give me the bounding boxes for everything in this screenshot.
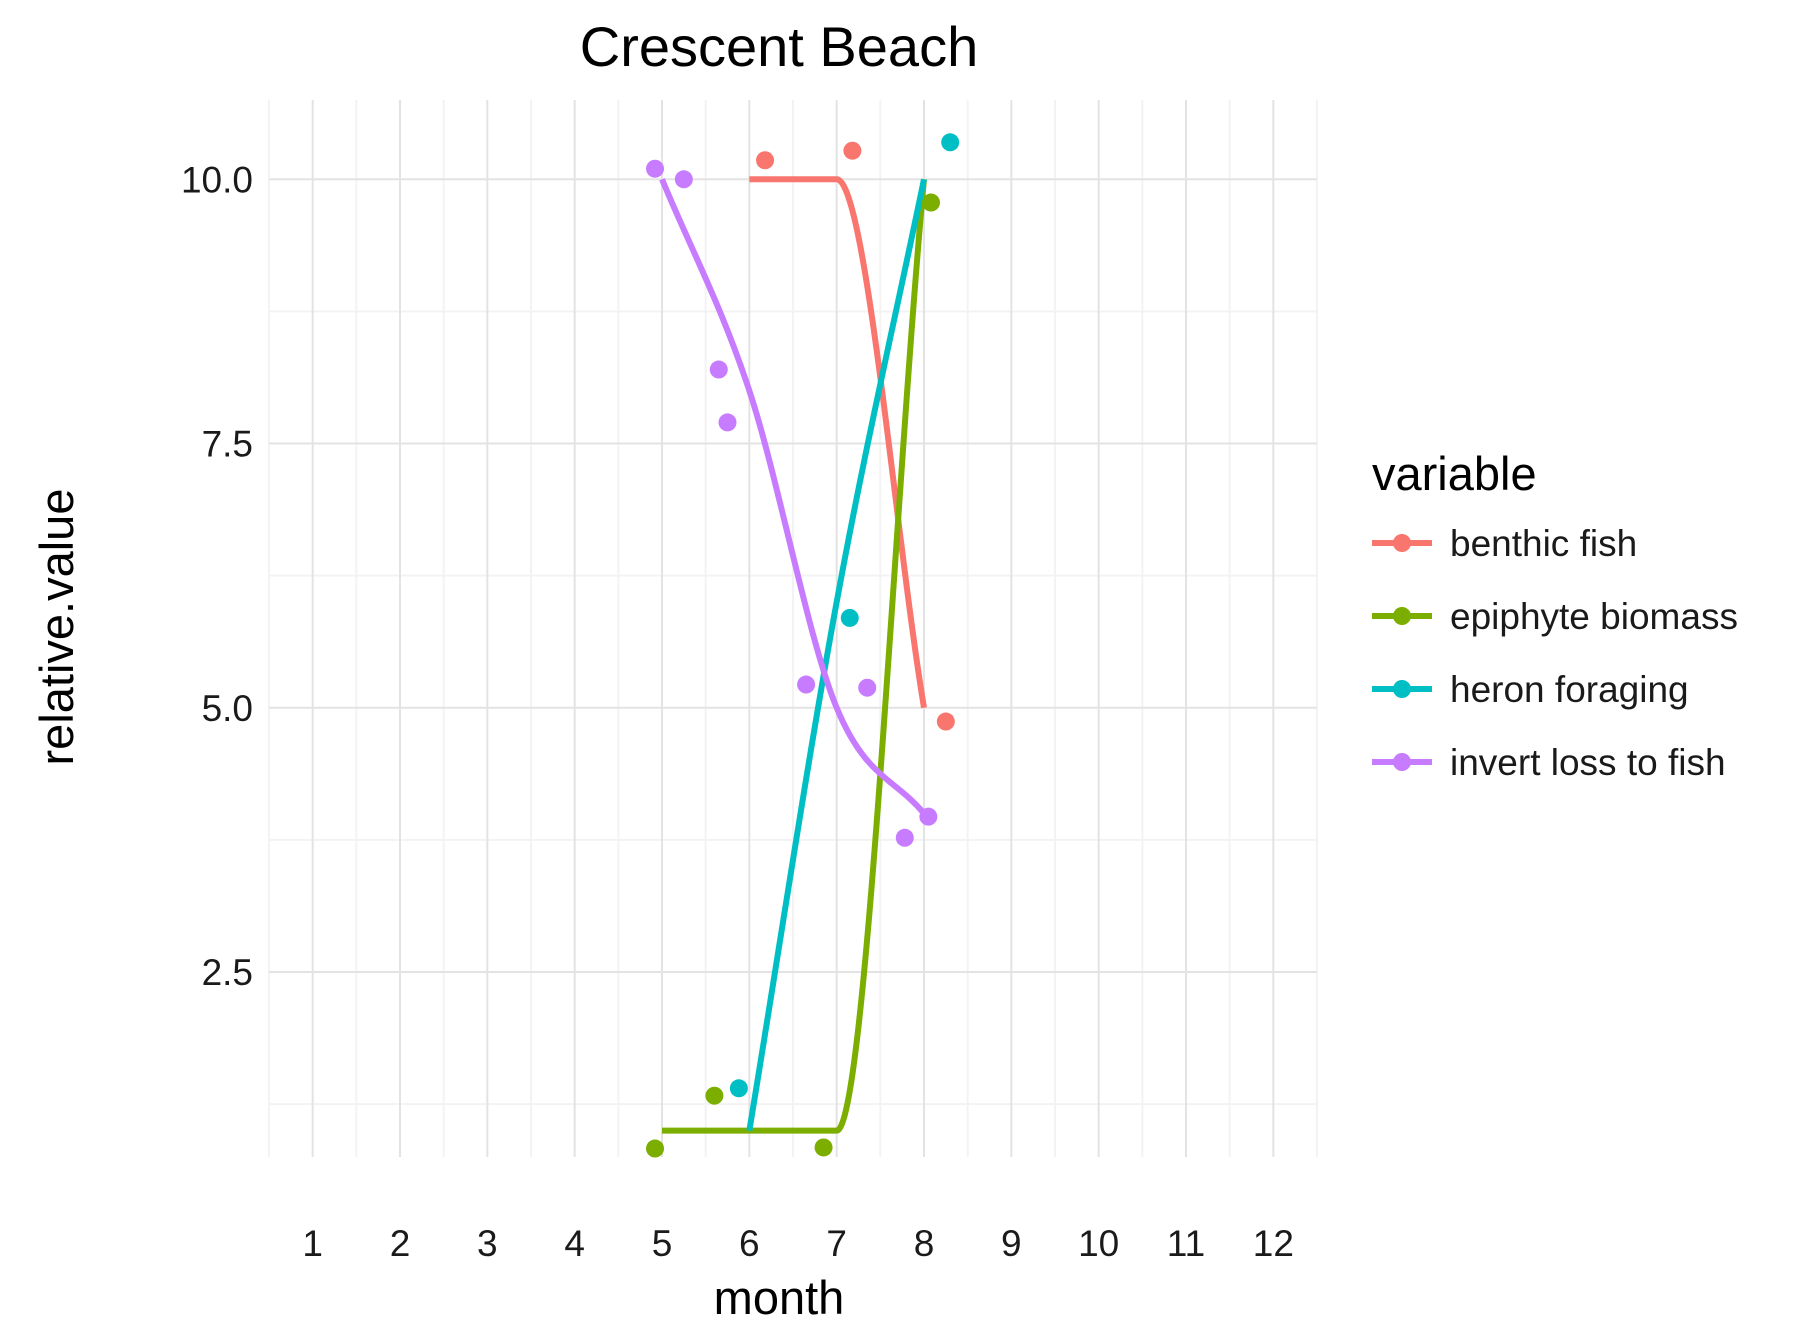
y-tick-label: 10.0 bbox=[181, 159, 253, 200]
legend-key-point bbox=[1393, 753, 1411, 771]
data-point-benthic-fish bbox=[936, 712, 955, 731]
legend-item-benthic-fish: benthic fish bbox=[1372, 523, 1637, 564]
x-tick-label: 11 bbox=[1167, 1223, 1205, 1264]
data-point-heron-foraging bbox=[941, 133, 960, 152]
x-tick-label: 9 bbox=[1001, 1223, 1022, 1264]
x-tick-label: 3 bbox=[477, 1223, 498, 1264]
plot-panel bbox=[268, 100, 1318, 1158]
y-axis-ticks: 2.5 5.0 7.5 10.0 bbox=[181, 159, 253, 993]
data-point-heron-foraging bbox=[840, 608, 859, 627]
y-tick-label: 2.5 bbox=[202, 952, 253, 993]
x-tick-label: 12 bbox=[1253, 1223, 1294, 1264]
y-tick-label: 7.5 bbox=[202, 424, 253, 465]
data-point-epiphyte-biomass bbox=[921, 193, 940, 212]
data-point-epiphyte-biomass bbox=[814, 1138, 833, 1157]
x-tick-label: 8 bbox=[914, 1223, 935, 1264]
legend-item-invert-loss-to-fish: invert loss to fish bbox=[1372, 742, 1726, 783]
series-line-benthic-fish bbox=[749, 176, 927, 709]
data-point-epiphyte-biomass bbox=[646, 1139, 665, 1158]
data-point-heron-foraging bbox=[729, 1079, 748, 1098]
legend-key-point bbox=[1393, 607, 1411, 625]
legend-key-point bbox=[1393, 534, 1411, 552]
x-tick-label: 5 bbox=[652, 1223, 673, 1264]
x-tick-label: 2 bbox=[390, 1223, 411, 1264]
legend: variable benthic fish epiphyte biomass her… bbox=[1372, 447, 1738, 783]
legend-label: heron foraging bbox=[1450, 669, 1689, 710]
legend-key-point bbox=[1393, 680, 1411, 698]
legend-label: benthic fish bbox=[1450, 523, 1637, 564]
x-axis-ticks: 1 2 3 4 5 6 7 8 9 10 11 12 bbox=[302, 1223, 1294, 1264]
legend-item-epiphyte-biomass: epiphyte biomass bbox=[1372, 596, 1738, 637]
series-line-heron-foraging bbox=[746, 178, 927, 1132]
x-tick-label: 6 bbox=[739, 1223, 760, 1264]
data-point-epiphyte-biomass bbox=[705, 1086, 724, 1105]
gridlines bbox=[268, 100, 1318, 1157]
y-tick-label: 5.0 bbox=[202, 688, 253, 729]
data-point-benthic-fish bbox=[756, 151, 775, 170]
data-point-invert-loss-to-fish bbox=[919, 807, 938, 826]
series-points bbox=[646, 133, 960, 1158]
x-tick-label: 7 bbox=[826, 1223, 847, 1264]
legend-item-heron-foraging: heron foraging bbox=[1372, 669, 1689, 710]
data-point-invert-loss-to-fish bbox=[646, 159, 665, 178]
data-point-invert-loss-to-fish bbox=[709, 360, 728, 379]
x-tick-label: 10 bbox=[1078, 1223, 1119, 1264]
x-tick-label: 4 bbox=[564, 1223, 585, 1264]
legend-items: benthic fish epiphyte biomass heron foragi… bbox=[1372, 523, 1738, 783]
y-axis-title: relative.value bbox=[30, 489, 83, 766]
series-line-invert-loss-to-fish bbox=[659, 178, 927, 816]
legend-label: epiphyte biomass bbox=[1450, 596, 1738, 637]
chart-title: Crescent Beach bbox=[580, 15, 978, 78]
x-axis-title: month bbox=[714, 1271, 845, 1324]
x-tick-label: 1 bbox=[302, 1223, 323, 1264]
legend-title: variable bbox=[1372, 447, 1537, 500]
series-lines bbox=[659, 176, 927, 1134]
data-point-invert-loss-to-fish bbox=[858, 678, 877, 697]
data-point-invert-loss-to-fish bbox=[674, 170, 693, 189]
data-point-invert-loss-to-fish bbox=[718, 413, 737, 432]
legend-label: invert loss to fish bbox=[1450, 742, 1726, 783]
data-point-benthic-fish bbox=[843, 141, 862, 160]
data-point-invert-loss-to-fish bbox=[895, 828, 914, 847]
series-line-epiphyte-biomass bbox=[662, 179, 927, 1134]
data-point-invert-loss-to-fish bbox=[797, 675, 816, 694]
